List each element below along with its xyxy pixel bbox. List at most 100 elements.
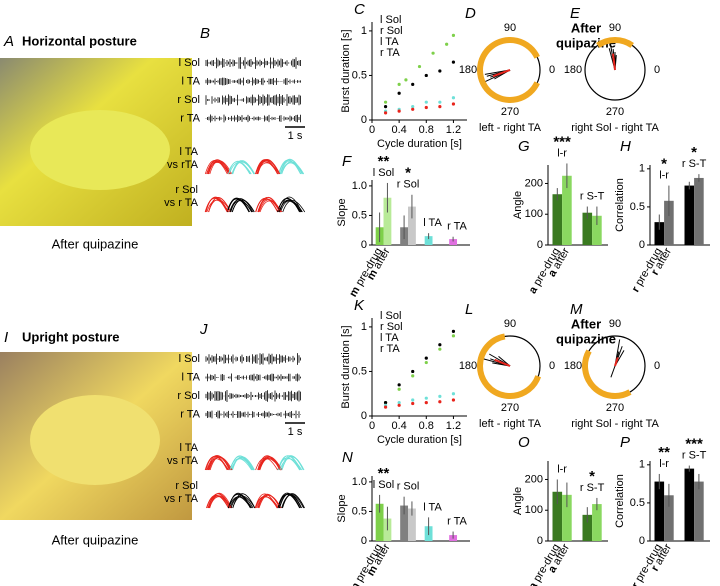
bar [684, 185, 695, 245]
x-tick-label: 0 [369, 124, 375, 136]
y-tick-label: 0 [361, 535, 367, 547]
y-axis-label: Slope [336, 494, 348, 522]
point [397, 387, 401, 391]
series-prefix: r [649, 267, 662, 277]
caption: right Sol - right TA [571, 122, 659, 134]
point [411, 401, 415, 406]
distribution-arc [596, 37, 634, 48]
photo-rat [30, 110, 170, 190]
panel-label: N [342, 449, 353, 466]
emg-trace [205, 353, 301, 365]
panel-title: Upright posture [22, 329, 120, 344]
angle-label: 90 [609, 22, 621, 34]
point [397, 91, 401, 95]
category-label: l-r [659, 169, 669, 181]
y-tick-label: 100 [525, 208, 543, 220]
y-axis-label: Angle [512, 191, 524, 219]
bar [562, 175, 572, 245]
point [411, 82, 415, 86]
angle-label: 90 [504, 318, 516, 330]
y-tick-label: 0 [361, 410, 367, 422]
point [397, 403, 401, 407]
category-label: l Sol [373, 167, 394, 179]
overlay-trace [206, 198, 281, 213]
panel-label: O [518, 434, 530, 451]
angle-label: 180 [564, 64, 582, 76]
y-tick-label: 0.5 [352, 209, 367, 221]
y-axis-label: Burst duration [s] [340, 325, 352, 408]
photo-caption: After quipazine [52, 532, 139, 547]
x-tick-label: 0.8 [419, 124, 434, 136]
bar [449, 239, 458, 245]
series-prefix: m [347, 580, 362, 586]
y-axis-label: Slope [336, 198, 348, 226]
legend-entry: r TA [380, 343, 400, 355]
series-prefix: r [649, 563, 662, 573]
point [383, 401, 388, 405]
bar [694, 177, 704, 245]
overlay-trace [232, 456, 305, 471]
angle-label: 270 [501, 106, 519, 118]
significance: * [691, 144, 697, 161]
y-tick-label: 200 [525, 177, 543, 189]
y-tick-label: 0.5 [630, 201, 645, 213]
y-tick-label: 100 [525, 504, 543, 516]
legend-entry: r TA [380, 47, 400, 59]
overlay-label: r Sol [175, 480, 198, 492]
point [424, 396, 428, 400]
point [397, 82, 401, 86]
point [383, 100, 388, 104]
distribution-arc [477, 37, 540, 103]
overlay-trace [208, 455, 281, 471]
trace-label: r TA [180, 112, 200, 124]
bar [664, 200, 674, 245]
bar [552, 194, 563, 245]
overlay-trace [207, 159, 281, 175]
bar [694, 481, 704, 541]
category-label: r S-T [580, 482, 605, 494]
y-tick-label: 0 [537, 239, 543, 251]
category-label: l-r [659, 458, 669, 470]
point [411, 374, 415, 378]
y-tick-label: 0 [639, 535, 645, 547]
point [431, 51, 435, 55]
point [417, 64, 422, 69]
x-axis-label: Cycle duration [s] [377, 434, 462, 446]
overlay-label: vs r TA [164, 493, 198, 505]
emg-trace [205, 77, 301, 86]
significance: * [661, 156, 667, 173]
y-axis-label: Angle [512, 487, 524, 515]
bar [582, 212, 593, 245]
panel-label: C [354, 1, 365, 18]
y-tick-label: 0 [361, 239, 367, 251]
emg-trace [205, 390, 301, 402]
trace-label: r Sol [177, 390, 200, 402]
panel-label: H [620, 138, 631, 155]
point [424, 356, 428, 360]
angle-label: 0 [549, 64, 555, 76]
trace-label: l TA [181, 371, 200, 383]
significance: * [589, 468, 595, 485]
trace-label: l TA [181, 75, 200, 87]
y-tick-label: 1.0 [352, 180, 367, 192]
panel-title: Horizontal posture [22, 33, 137, 48]
overlay-trace [228, 162, 304, 175]
bar [375, 503, 384, 541]
emg-trace [205, 410, 301, 419]
emg-trace [205, 114, 301, 123]
y-tick-label: 0.5 [352, 365, 367, 377]
y-tick-label: 1.0 [352, 476, 367, 488]
angle-label: 0 [549, 360, 555, 372]
panel-label: K [354, 297, 365, 314]
angle-label: 270 [606, 402, 624, 414]
point [411, 107, 415, 111]
overlay-trace [205, 455, 282, 471]
category-label: r Sol [397, 179, 420, 191]
y-tick-label: 0 [639, 239, 645, 251]
angle-label: 90 [504, 22, 516, 34]
category-label: r S-T [682, 449, 707, 461]
overlay-label: r Sol [175, 184, 198, 196]
point [438, 100, 442, 104]
overlay-label: vs r TA [164, 197, 198, 209]
